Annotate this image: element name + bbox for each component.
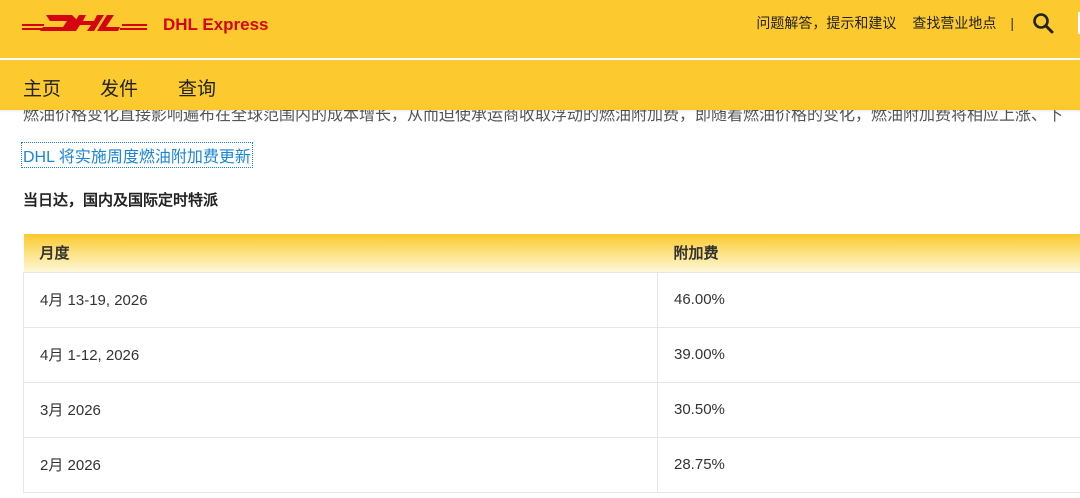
month-cell: 4月 13-19, 2026	[23, 271, 658, 328]
divider	[0, 58, 1080, 60]
brand-name: DHL Express	[163, 15, 269, 34]
separator: |	[1010, 15, 1014, 31]
month-cell: 3月 2026	[23, 381, 658, 438]
surcharge-cell: 46.00%	[657, 271, 1080, 328]
divider	[1078, 12, 1080, 34]
nav-home[interactable]: 主页	[23, 79, 62, 100]
nav-ship[interactable]: 发件	[100, 79, 139, 100]
table-row: 2月 2026 28.75%	[23, 436, 1080, 493]
top-header: DHL Express 问题解答，提示和建议 查找营业地点 |	[0, 0, 1080, 58]
column-header-surcharge: 附加费	[657, 234, 1080, 272]
surcharge-cell: 28.75%	[657, 436, 1080, 493]
column-header-month: 月度	[23, 234, 658, 272]
main-nav: 主页 发件 查询	[0, 60, 1080, 110]
table-row: 4月 1-12, 2026 39.00%	[23, 326, 1080, 383]
table-header: 月度 附加费	[23, 234, 1080, 272]
nav-track[interactable]: 查询	[178, 79, 217, 100]
table-row: 3月 2026 30.50%	[23, 381, 1080, 438]
find-location-link[interactable]: 查找营业地点	[912, 15, 997, 31]
weekly-fuel-surcharge-link[interactable]: DHL 将实施周度燃油附加费更新	[21, 142, 253, 168]
surcharge-cell: 39.00%	[657, 326, 1080, 383]
month-cell: 4月 1-12, 2026	[23, 326, 658, 383]
month-cell: 2月 2026	[23, 436, 658, 493]
intro-text: 燃油价格变化直接影响遍布在全球范围内的成本增长，从而迫使承运商收取浮动的燃油附加…	[23, 107, 1064, 124]
faq-link[interactable]: 问题解答，提示和建议	[756, 15, 897, 31]
dhl-logo[interactable]	[22, 12, 147, 34]
fuel-surcharge-table: 月度 附加费 4月 13-19, 2026 46.00% 4月 1-12, 202…	[23, 234, 1080, 493]
table-row: 4月 13-19, 2026 46.00%	[23, 271, 1080, 328]
section-title: 当日达，国内及国际定时特派	[23, 192, 219, 209]
search-icon[interactable]	[1032, 12, 1054, 34]
surcharge-cell: 30.50%	[657, 381, 1080, 438]
